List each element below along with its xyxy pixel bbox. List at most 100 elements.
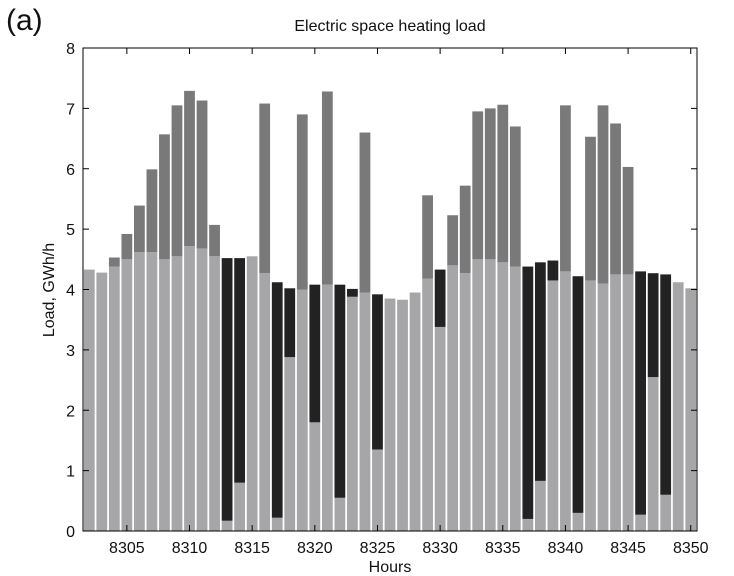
bar-segment [635,271,646,515]
bar-segment [522,518,534,531]
bar-segment [484,259,496,531]
bar-segment [134,205,145,253]
bar-segment [234,482,246,531]
bar-segment [108,257,120,267]
bar-segment [585,280,596,531]
bar-segment [372,449,383,531]
bar-segment [434,269,446,327]
bar-segment [497,104,509,263]
bar-segment [647,377,659,531]
bar-segment [159,259,170,531]
x-tick-label: 8315 [234,540,270,557]
bar-segment [309,422,321,531]
bar-segment [296,289,308,531]
bar-segment [585,136,596,281]
panel-label: (a) [6,4,43,37]
bar-segment [622,274,634,531]
bar-segment [560,105,571,272]
bar-segment [296,114,308,290]
bar-segment [447,265,459,531]
bar-segment [284,288,296,358]
bar-segment [434,326,446,531]
bar-segment [522,266,534,519]
bar-segment [534,262,546,481]
y-tick-label: 5 [66,222,75,239]
x-tick-label: 8325 [360,540,396,557]
bar-segment [660,494,672,531]
x-axis-label: Hours [369,559,412,576]
x-tick-label: 8305 [109,540,145,557]
bar-segment [547,260,559,281]
bar-segment [234,258,246,483]
y-tick-label: 7 [66,101,75,118]
bar-segment [246,256,258,531]
bar-segment [196,248,208,531]
bar-segment [159,134,170,260]
bar-segment [134,252,145,531]
bar-segment [271,282,283,518]
bar-segment [171,105,183,257]
bar-segment [209,256,220,531]
bar-segment [196,100,208,249]
bar-segment [359,292,371,531]
bar-segment [534,480,546,531]
y-tick-label: 6 [66,162,75,179]
y-tick-label: 3 [66,343,75,360]
x-tick-label: 8335 [485,540,521,557]
bar-segment [83,269,95,531]
bar-segment [146,252,158,531]
y-tick-label: 1 [66,464,75,481]
bar-segment [622,166,634,275]
x-tick-label: 8345 [610,540,646,557]
x-tick-label: 8340 [548,540,584,557]
bar-segment [597,283,609,531]
bar-segment [647,273,659,378]
bar-segment [184,90,195,247]
bar-segment [108,266,120,531]
bar-segment [547,280,559,531]
bar-segment [397,299,408,531]
bar-segment [459,273,471,531]
bar-segment [334,497,346,531]
bar-segment [409,292,421,531]
x-tick-label: 8310 [172,540,208,557]
bar-segment [96,272,108,531]
bar-segment [259,273,271,531]
bar-segment [672,282,684,531]
bar-segment [259,103,271,274]
bars [83,90,697,531]
bar-segment [271,517,283,531]
bar-segment [221,520,233,531]
bar-segment [146,169,158,253]
bar-segment [372,294,383,450]
x-tick-label: 8330 [422,540,458,557]
bar-segment [560,271,571,531]
axes: 8305 8310 8315 8320 8325 8330 8335 8340 8345 8350… [66,41,709,557]
bar-segment [635,514,646,531]
bar-segment [509,266,521,531]
x-tick-label: 8350 [673,540,709,557]
y-tick-label: 0 [66,524,75,541]
bar-segment [610,274,621,531]
bar-segment [184,246,195,531]
bar-segment [497,262,509,531]
x-tick-label: 8320 [297,540,333,557]
bar-segment [359,132,371,293]
bar-segment [509,126,521,267]
bar-segment [384,298,396,531]
bar-segment [347,288,358,297]
bar-segment [484,108,496,260]
bar-segment [422,195,433,279]
bar-segment [610,123,621,275]
bar-segment [321,284,333,531]
bar-segment [209,224,220,257]
bar-segment [572,276,584,513]
bar-segment [422,278,433,531]
bar-segment [347,296,358,531]
bar-segment [572,512,584,531]
bar-segment [459,185,471,274]
bar-segment [472,111,484,260]
y-tick-label: 2 [66,403,75,420]
y-tick-label: 8 [66,41,75,58]
